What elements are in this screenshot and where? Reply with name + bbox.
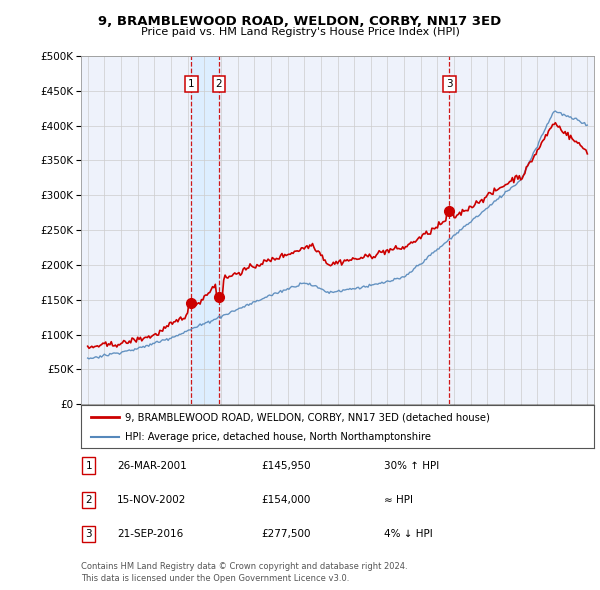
Text: ≈ HPI: ≈ HPI — [384, 495, 413, 504]
Text: 3: 3 — [85, 529, 92, 539]
Text: 21-SEP-2016: 21-SEP-2016 — [117, 529, 183, 539]
Text: £145,950: £145,950 — [261, 461, 311, 470]
Text: 4% ↓ HPI: 4% ↓ HPI — [384, 529, 433, 539]
Text: 2: 2 — [215, 79, 222, 89]
Text: 15-NOV-2002: 15-NOV-2002 — [117, 495, 187, 504]
Text: 2: 2 — [85, 495, 92, 504]
Text: HPI: Average price, detached house, North Northamptonshire: HPI: Average price, detached house, Nort… — [125, 432, 431, 442]
Text: 9, BRAMBLEWOOD ROAD, WELDON, CORBY, NN17 3ED: 9, BRAMBLEWOOD ROAD, WELDON, CORBY, NN17… — [98, 15, 502, 28]
Text: 1: 1 — [188, 79, 195, 89]
Text: Contains HM Land Registry data © Crown copyright and database right 2024.
This d: Contains HM Land Registry data © Crown c… — [81, 562, 407, 583]
Text: 3: 3 — [446, 79, 453, 89]
Text: 30% ↑ HPI: 30% ↑ HPI — [384, 461, 439, 470]
Text: 9, BRAMBLEWOOD ROAD, WELDON, CORBY, NN17 3ED (detached house): 9, BRAMBLEWOOD ROAD, WELDON, CORBY, NN17… — [125, 412, 490, 422]
Text: £277,500: £277,500 — [261, 529, 311, 539]
Text: 26-MAR-2001: 26-MAR-2001 — [117, 461, 187, 470]
Text: Price paid vs. HM Land Registry's House Price Index (HPI): Price paid vs. HM Land Registry's House … — [140, 27, 460, 37]
Text: £154,000: £154,000 — [261, 495, 310, 504]
Bar — [191, 56, 219, 404]
Text: 1: 1 — [85, 461, 92, 470]
